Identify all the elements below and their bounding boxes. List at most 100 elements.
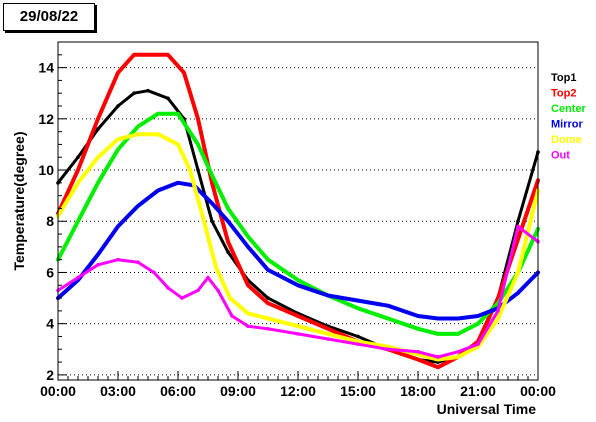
data-point-dome-14 bbox=[326, 332, 330, 336]
data-point-dome-16 bbox=[386, 344, 390, 349]
y-axis-label: Temperature(degree) bbox=[11, 131, 27, 270]
data-point-center-6 bbox=[176, 111, 180, 116]
series-layer bbox=[56, 52, 540, 370]
data-point-out-1 bbox=[76, 275, 80, 280]
data-point-top2-9 bbox=[210, 181, 214, 185]
data-point-top2-18 bbox=[436, 365, 440, 369]
data-point-dome-1 bbox=[76, 181, 80, 185]
data-point-top2-4 bbox=[132, 53, 136, 57]
data-point-dome-12 bbox=[266, 316, 270, 321]
data-point-mirror-21 bbox=[516, 291, 520, 295]
data-point-out-23 bbox=[516, 224, 520, 229]
data-point-center-17 bbox=[436, 332, 440, 336]
data-point-out-6 bbox=[166, 286, 170, 290]
x-tick-label-6: 18:00 bbox=[400, 383, 436, 399]
data-point-mirror-14 bbox=[356, 298, 360, 303]
data-point-top1-22 bbox=[516, 219, 520, 224]
data-point-out-13 bbox=[266, 326, 270, 331]
data-point-out-17 bbox=[386, 347, 390, 352]
x-tick-label-8: 00:00 bbox=[520, 383, 556, 399]
data-point-out-14 bbox=[296, 332, 300, 336]
data-point-top1-3 bbox=[116, 104, 120, 108]
data-point-mirror-13 bbox=[326, 293, 330, 298]
data-point-mirror-4 bbox=[136, 204, 140, 208]
series-line-mirror bbox=[56, 180, 540, 321]
series-line-out bbox=[56, 224, 540, 359]
data-point-top2-6 bbox=[166, 53, 170, 57]
series-line-top2 bbox=[56, 52, 540, 370]
data-point-dome-10 bbox=[228, 296, 232, 300]
data-point-out-10 bbox=[216, 288, 220, 293]
data-point-dome-7 bbox=[188, 168, 192, 172]
legend-entry-top2: Top2 bbox=[551, 88, 576, 100]
x-tick-label-1: 03:00 bbox=[100, 383, 136, 399]
y-tick-label-5: 12 bbox=[38, 111, 54, 127]
data-point-top1-5 bbox=[146, 88, 150, 93]
data-point-mirror-2 bbox=[96, 252, 100, 257]
legend: Top1 Top2 Center Mirror Dome Out bbox=[551, 72, 587, 162]
data-point-out-18 bbox=[416, 350, 420, 354]
data-point-top2-22 bbox=[516, 237, 520, 241]
x-tick-label-0: 00:00 bbox=[40, 383, 76, 399]
data-point-top2-3 bbox=[116, 70, 120, 75]
data-point-top1-6 bbox=[166, 96, 170, 101]
x-tick-label-7: 21:00 bbox=[460, 383, 496, 399]
data-point-top2-5 bbox=[146, 53, 150, 57]
y-tick-label-6: 14 bbox=[38, 60, 54, 76]
data-point-center-15 bbox=[386, 316, 390, 321]
data-point-center-1 bbox=[76, 219, 80, 224]
data-point-center-10 bbox=[246, 234, 250, 239]
data-point-dome-18 bbox=[436, 357, 440, 362]
y-tick-label-0: 2 bbox=[46, 367, 54, 383]
data-point-mirror-12 bbox=[296, 283, 300, 288]
data-point-center-14 bbox=[356, 306, 360, 311]
x-tick-label-3: 09:00 bbox=[220, 383, 256, 399]
data-point-center-8 bbox=[210, 173, 214, 177]
data-point-center-5 bbox=[156, 111, 160, 116]
data-point-dome-22 bbox=[516, 270, 520, 275]
data-point-mirror-3 bbox=[116, 224, 120, 229]
data-point-dome-3 bbox=[116, 137, 120, 142]
data-point-top2-11 bbox=[246, 283, 250, 288]
data-point-out-2 bbox=[96, 262, 100, 267]
data-point-top2-13 bbox=[296, 314, 300, 318]
data-point-out-11 bbox=[230, 314, 234, 318]
data-point-out-7 bbox=[180, 296, 184, 300]
y-tick-label-2: 6 bbox=[46, 264, 54, 280]
data-point-mirror-18 bbox=[456, 316, 460, 321]
data-point-mirror-5 bbox=[156, 188, 160, 193]
y-tick-label-4: 10 bbox=[38, 162, 54, 178]
data-point-mirror-17 bbox=[436, 316, 440, 321]
data-point-top1-12 bbox=[266, 296, 270, 300]
x-tick-label-4: 12:00 bbox=[280, 383, 316, 399]
data-point-mirror-8 bbox=[210, 201, 214, 206]
data-point-out-19 bbox=[436, 355, 440, 359]
legend-entry-mirror: Mirror bbox=[551, 119, 584, 131]
legend-entry-center: Center bbox=[551, 103, 587, 115]
data-point-mirror-15 bbox=[386, 303, 390, 308]
data-point-top1-2 bbox=[96, 127, 100, 131]
data-point-out-4 bbox=[136, 260, 140, 265]
series-line-dome bbox=[56, 132, 540, 362]
data-point-center-11 bbox=[266, 257, 270, 262]
date-label: 29/08/22 bbox=[3, 3, 95, 31]
data-point-mirror-11 bbox=[266, 268, 270, 272]
series-line-center bbox=[56, 111, 540, 336]
data-point-out-20 bbox=[456, 350, 460, 354]
data-point-center-9 bbox=[226, 206, 230, 211]
data-point-dome-8 bbox=[202, 219, 206, 224]
series-line-top1 bbox=[56, 89, 540, 364]
data-point-center-12 bbox=[296, 278, 300, 282]
data-point-dome-6 bbox=[176, 142, 180, 147]
data-point-dome-13 bbox=[296, 324, 300, 329]
data-point-top2-2 bbox=[96, 117, 100, 121]
data-point-dome-4 bbox=[136, 132, 140, 136]
x-tick-label-5: 15:00 bbox=[340, 383, 376, 399]
data-point-top1-4 bbox=[132, 91, 136, 96]
grid-lines bbox=[58, 67, 538, 376]
data-point-out-16 bbox=[356, 342, 360, 346]
data-point-center-3 bbox=[116, 147, 120, 152]
data-point-center-2 bbox=[96, 181, 100, 185]
data-point-top2-12 bbox=[266, 301, 270, 305]
axes: 2 4 6 8 10 12 14 00:00 03:00 06:00 09:00 12:00 15:00… bbox=[38, 54, 556, 399]
